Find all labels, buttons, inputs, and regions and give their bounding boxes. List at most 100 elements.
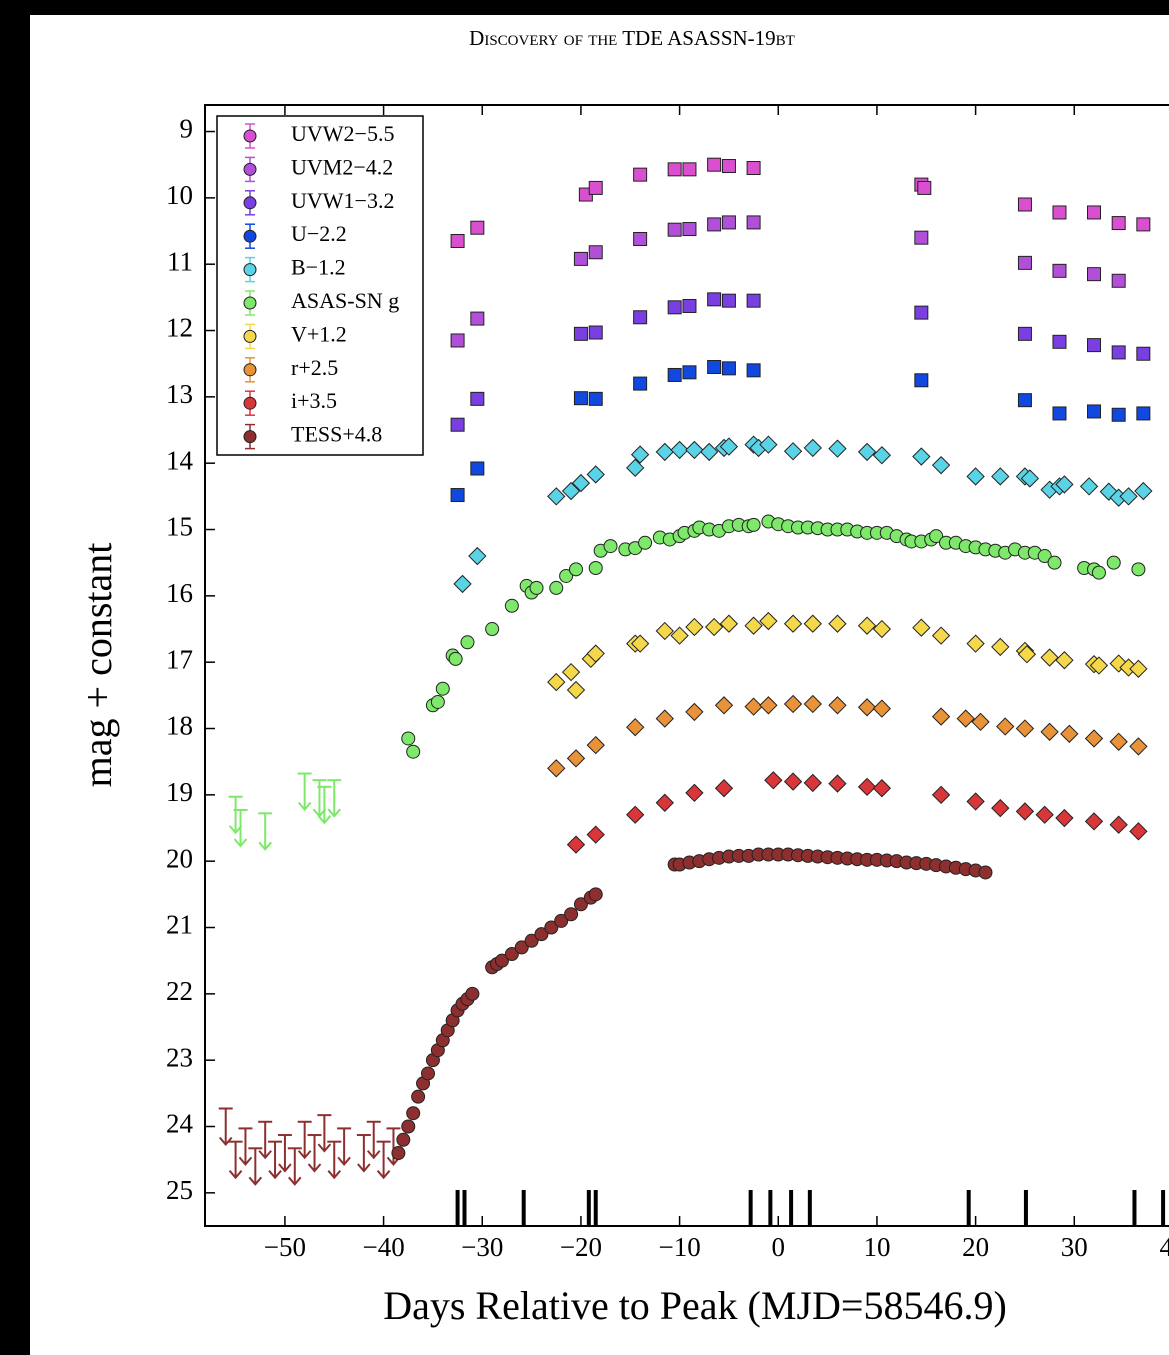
data-point [721, 293, 736, 308]
y-tick-label: 13 [166, 379, 193, 409]
data-point [803, 773, 822, 793]
data-point [1037, 549, 1052, 564]
data-point [1136, 406, 1151, 421]
data-point [764, 771, 783, 790]
data-point [783, 694, 803, 714]
data-point [1119, 487, 1138, 506]
data-point [1087, 404, 1102, 419]
data-point [655, 709, 674, 728]
data-point [707, 360, 722, 375]
upper-limit [317, 1114, 332, 1153]
data-point [759, 696, 778, 715]
data-point [450, 333, 465, 348]
data-point [588, 391, 603, 406]
y-axis-label: mag + constant [75, 543, 120, 788]
upper-limit-head [218, 1136, 233, 1147]
y-tick-label: 25 [166, 1175, 193, 1205]
data-point [1020, 469, 1040, 488]
data-point [547, 759, 566, 778]
data-point [1091, 565, 1106, 580]
data-point [685, 617, 704, 637]
data-point [460, 635, 475, 650]
data-point [554, 913, 569, 928]
data-point [667, 162, 682, 177]
data-point [1040, 648, 1059, 667]
data-point [633, 167, 648, 182]
data-point [1055, 475, 1074, 494]
data-point [571, 473, 591, 493]
data-point [931, 785, 951, 805]
data-point [630, 445, 650, 464]
data-point [406, 1106, 421, 1121]
legend-marker [243, 430, 257, 444]
data-point [655, 793, 674, 812]
data-point [707, 157, 722, 172]
data-point [534, 927, 549, 942]
x-tick-label: 40 [1159, 1232, 1169, 1262]
data-point [1087, 205, 1102, 220]
data-point [872, 446, 892, 465]
data-point [630, 634, 650, 653]
data-point [700, 442, 719, 462]
data-point [1087, 338, 1102, 353]
upper-limit [327, 1140, 342, 1180]
data-point [1106, 555, 1121, 570]
data-point [588, 887, 603, 902]
data-point [917, 180, 932, 195]
data-point [667, 222, 682, 237]
data-point [996, 717, 1015, 736]
legend-label: ASAS-SN g [291, 288, 399, 313]
data-point [991, 637, 1010, 657]
data-point [707, 217, 722, 232]
data-point [1052, 334, 1067, 349]
data-point [759, 611, 778, 631]
upper-limit-head [228, 1170, 243, 1180]
upper-limit [297, 1120, 312, 1160]
upper-limit-head [288, 1176, 302, 1186]
data-point [746, 215, 761, 230]
legend-marker [243, 263, 257, 277]
data-point [1111, 407, 1126, 422]
data-point [857, 616, 877, 635]
data-point [783, 442, 803, 461]
data-point [914, 373, 929, 388]
data-point [470, 391, 485, 406]
data-point [544, 920, 559, 935]
upper-limit [238, 1127, 253, 1166]
legend-label: i+3.5 [291, 388, 337, 413]
data-point [450, 417, 465, 432]
data-point [685, 440, 704, 460]
data-point [912, 618, 931, 637]
data-point [931, 707, 951, 726]
upper-limit [317, 785, 332, 825]
data-point [561, 481, 581, 501]
data-point [1087, 267, 1102, 282]
data-point [1017, 393, 1032, 408]
data-point [707, 292, 722, 307]
data-point [435, 681, 450, 696]
legend-label: B−1.2 [291, 255, 346, 280]
data-point [633, 376, 648, 391]
data-point [1134, 481, 1153, 501]
data-point [568, 562, 583, 577]
plot-frame [204, 104, 1169, 1227]
data-point [514, 940, 529, 955]
page-header: Discovery of the TDE ASASSN-19bt [469, 26, 795, 50]
data-point [547, 487, 566, 506]
data-point [1111, 345, 1126, 360]
data-point [803, 614, 822, 633]
legend-marker [243, 162, 257, 176]
data-point [655, 442, 674, 462]
data-point [685, 783, 704, 803]
y-tick-label: 22 [166, 976, 193, 1006]
legend-label: U−2.2 [291, 221, 347, 246]
data-point [914, 305, 929, 320]
x-tick-label: −10 [658, 1232, 700, 1262]
upper-limit-head [248, 1176, 263, 1186]
data-point [1060, 724, 1079, 743]
data-point [1111, 216, 1126, 231]
y-tick-label: 20 [166, 843, 193, 873]
data-point [1109, 654, 1128, 673]
y-tick-label: 23 [166, 1042, 193, 1072]
